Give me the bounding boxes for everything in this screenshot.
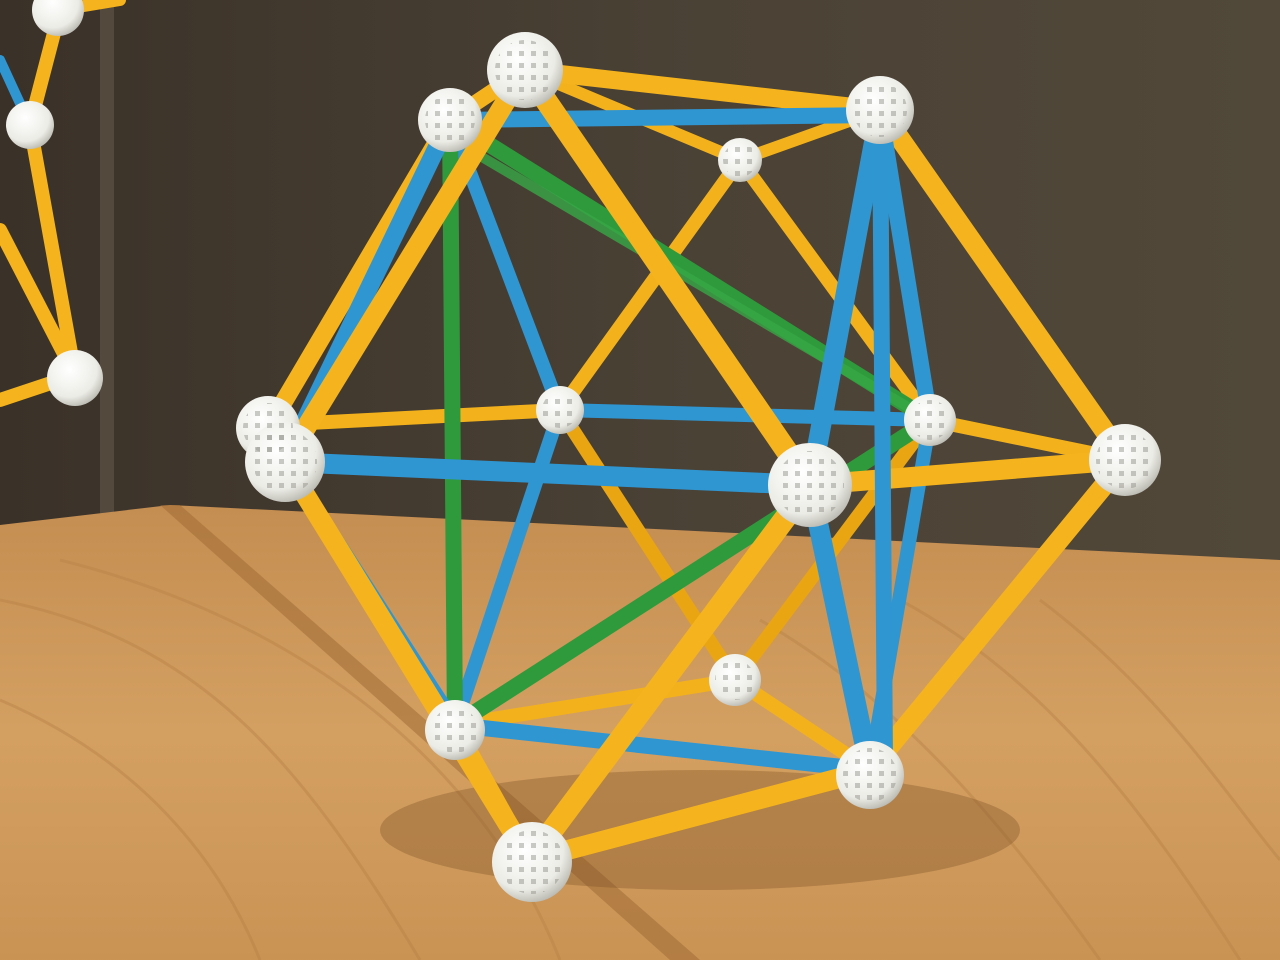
wood-grain	[0, 558, 1280, 960]
model-struts-front	[261, 59, 1135, 871]
wall-corner	[100, 0, 114, 530]
zome-ball-icon	[47, 350, 103, 406]
node-hole-texture	[243, 40, 1154, 894]
table-top	[0, 505, 1280, 960]
background-model	[0, 0, 126, 407]
zome-ball-icon	[32, 0, 84, 36]
zome-ball-icon	[6, 101, 54, 149]
